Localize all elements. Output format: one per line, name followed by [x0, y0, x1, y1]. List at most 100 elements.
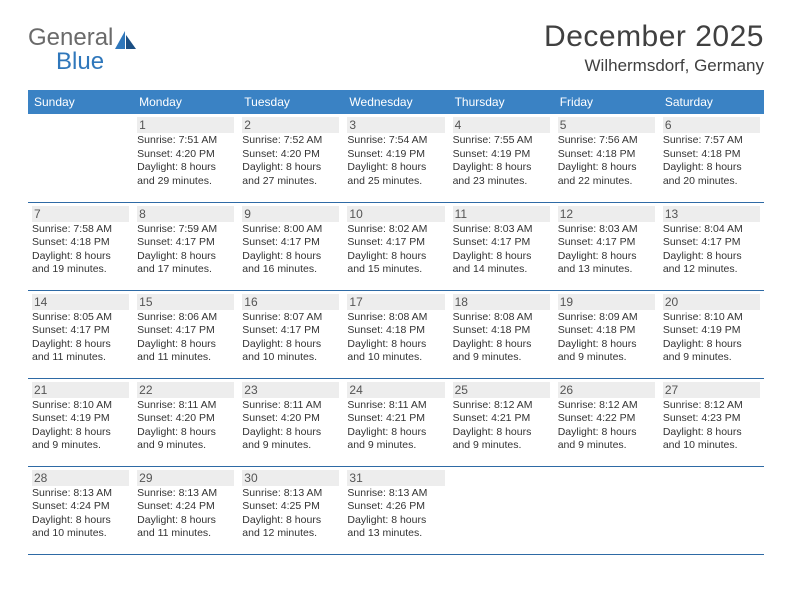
calendar-day-cell: 15Sunrise: 8:06 AMSunset: 4:17 PMDayligh… [133, 290, 238, 378]
day-number: 25 [453, 382, 550, 398]
day-number: 6 [663, 117, 760, 133]
day-number: 21 [32, 382, 129, 398]
weekday-header: Monday [133, 90, 238, 114]
day-number: 23 [242, 382, 339, 398]
calendar-day-cell: 6Sunrise: 7:57 AMSunset: 4:18 PMDaylight… [659, 114, 764, 202]
day-info: Sunrise: 8:08 AMSunset: 4:18 PMDaylight:… [453, 311, 550, 366]
day-number: 10 [347, 206, 444, 222]
day-info: Sunrise: 7:56 AMSunset: 4:18 PMDaylight:… [558, 134, 655, 189]
day-number: 28 [32, 470, 129, 486]
day-number: 7 [32, 206, 129, 222]
day-info: Sunrise: 7:58 AMSunset: 4:18 PMDaylight:… [32, 223, 129, 278]
day-number: 16 [242, 294, 339, 310]
day-info: Sunrise: 7:59 AMSunset: 4:17 PMDaylight:… [137, 223, 234, 278]
calendar-day-cell: 8Sunrise: 7:59 AMSunset: 4:17 PMDaylight… [133, 202, 238, 290]
day-info: Sunrise: 8:09 AMSunset: 4:18 PMDaylight:… [558, 311, 655, 366]
calendar-day-cell: 20Sunrise: 8:10 AMSunset: 4:19 PMDayligh… [659, 290, 764, 378]
logo-text-general: General [28, 24, 113, 51]
day-number: 3 [347, 117, 444, 133]
day-number: 8 [137, 206, 234, 222]
logo-text-blue: Blue [56, 48, 104, 75]
header: General Blue December 2025 Wilhermsdorf,… [28, 20, 764, 76]
title-block: December 2025 Wilhermsdorf, Germany [544, 20, 764, 76]
day-info: Sunrise: 8:08 AMSunset: 4:18 PMDaylight:… [347, 311, 444, 366]
day-number: 29 [137, 470, 234, 486]
weekday-header: Thursday [449, 90, 554, 114]
day-info: Sunrise: 8:13 AMSunset: 4:26 PMDaylight:… [347, 487, 444, 542]
day-info: Sunrise: 8:12 AMSunset: 4:21 PMDaylight:… [453, 399, 550, 454]
day-number: 2 [242, 117, 339, 133]
day-number: 22 [137, 382, 234, 398]
day-number: 17 [347, 294, 444, 310]
day-info: Sunrise: 7:57 AMSunset: 4:18 PMDaylight:… [663, 134, 760, 189]
day-info: Sunrise: 7:55 AMSunset: 4:19 PMDaylight:… [453, 134, 550, 189]
calendar-day-cell: 22Sunrise: 8:11 AMSunset: 4:20 PMDayligh… [133, 378, 238, 466]
calendar-day-cell: 11Sunrise: 8:03 AMSunset: 4:17 PMDayligh… [449, 202, 554, 290]
calendar-day-cell: 5Sunrise: 7:56 AMSunset: 4:18 PMDaylight… [554, 114, 659, 202]
day-info: Sunrise: 8:13 AMSunset: 4:24 PMDaylight:… [137, 487, 234, 542]
weekday-header: Wednesday [343, 90, 448, 114]
calendar-day-cell [659, 466, 764, 554]
calendar-day-cell: 16Sunrise: 8:07 AMSunset: 4:17 PMDayligh… [238, 290, 343, 378]
day-info: Sunrise: 7:51 AMSunset: 4:20 PMDaylight:… [137, 134, 234, 189]
day-number: 18 [453, 294, 550, 310]
day-number: 30 [242, 470, 339, 486]
day-info: Sunrise: 8:03 AMSunset: 4:17 PMDaylight:… [453, 223, 550, 278]
calendar-day-cell: 28Sunrise: 8:13 AMSunset: 4:24 PMDayligh… [28, 466, 133, 554]
calendar-day-cell: 10Sunrise: 8:02 AMSunset: 4:17 PMDayligh… [343, 202, 448, 290]
calendar-day-cell: 25Sunrise: 8:12 AMSunset: 4:21 PMDayligh… [449, 378, 554, 466]
day-number: 9 [242, 206, 339, 222]
calendar-day-cell: 3Sunrise: 7:54 AMSunset: 4:19 PMDaylight… [343, 114, 448, 202]
calendar-day-cell: 21Sunrise: 8:10 AMSunset: 4:19 PMDayligh… [28, 378, 133, 466]
weekday-header: Tuesday [238, 90, 343, 114]
day-info: Sunrise: 7:54 AMSunset: 4:19 PMDaylight:… [347, 134, 444, 189]
calendar-day-cell: 9Sunrise: 8:00 AMSunset: 4:17 PMDaylight… [238, 202, 343, 290]
day-info: Sunrise: 8:11 AMSunset: 4:21 PMDaylight:… [347, 399, 444, 454]
day-number: 27 [663, 382, 760, 398]
day-info: Sunrise: 8:11 AMSunset: 4:20 PMDaylight:… [137, 399, 234, 454]
calendar-week-row: 7Sunrise: 7:58 AMSunset: 4:18 PMDaylight… [28, 202, 764, 290]
calendar-day-cell: 1Sunrise: 7:51 AMSunset: 4:20 PMDaylight… [133, 114, 238, 202]
calendar-week-row: 28Sunrise: 8:13 AMSunset: 4:24 PMDayligh… [28, 466, 764, 554]
day-number: 14 [32, 294, 129, 310]
day-number: 13 [663, 206, 760, 222]
day-number: 20 [663, 294, 760, 310]
day-info: Sunrise: 8:10 AMSunset: 4:19 PMDaylight:… [32, 399, 129, 454]
day-info: Sunrise: 8:07 AMSunset: 4:17 PMDaylight:… [242, 311, 339, 366]
logo-sail-icon [115, 29, 137, 49]
day-number: 1 [137, 117, 234, 133]
day-info: Sunrise: 8:06 AMSunset: 4:17 PMDaylight:… [137, 311, 234, 366]
weekday-header-row: SundayMondayTuesdayWednesdayThursdayFrid… [28, 90, 764, 114]
day-info: Sunrise: 8:13 AMSunset: 4:25 PMDaylight:… [242, 487, 339, 542]
day-info: Sunrise: 8:11 AMSunset: 4:20 PMDaylight:… [242, 399, 339, 454]
calendar-day-cell: 14Sunrise: 8:05 AMSunset: 4:17 PMDayligh… [28, 290, 133, 378]
calendar-day-cell: 12Sunrise: 8:03 AMSunset: 4:17 PMDayligh… [554, 202, 659, 290]
calendar-day-cell: 31Sunrise: 8:13 AMSunset: 4:26 PMDayligh… [343, 466, 448, 554]
day-info: Sunrise: 8:13 AMSunset: 4:24 PMDaylight:… [32, 487, 129, 542]
day-number: 26 [558, 382, 655, 398]
calendar-day-cell [554, 466, 659, 554]
calendar-body: 1Sunrise: 7:51 AMSunset: 4:20 PMDaylight… [28, 114, 764, 554]
calendar-day-cell: 7Sunrise: 7:58 AMSunset: 4:18 PMDaylight… [28, 202, 133, 290]
logo: General Blue [28, 26, 137, 74]
day-info: Sunrise: 8:12 AMSunset: 4:23 PMDaylight:… [663, 399, 760, 454]
day-info: Sunrise: 8:00 AMSunset: 4:17 PMDaylight:… [242, 223, 339, 278]
calendar-day-cell: 13Sunrise: 8:04 AMSunset: 4:17 PMDayligh… [659, 202, 764, 290]
calendar-day-cell: 29Sunrise: 8:13 AMSunset: 4:24 PMDayligh… [133, 466, 238, 554]
weekday-header: Friday [554, 90, 659, 114]
day-number: 5 [558, 117, 655, 133]
calendar-day-cell [28, 114, 133, 202]
calendar-day-cell: 4Sunrise: 7:55 AMSunset: 4:19 PMDaylight… [449, 114, 554, 202]
day-number: 19 [558, 294, 655, 310]
day-number: 11 [453, 206, 550, 222]
day-number: 4 [453, 117, 550, 133]
day-info: Sunrise: 8:03 AMSunset: 4:17 PMDaylight:… [558, 223, 655, 278]
day-number: 24 [347, 382, 444, 398]
day-info: Sunrise: 8:10 AMSunset: 4:19 PMDaylight:… [663, 311, 760, 366]
calendar-day-cell: 24Sunrise: 8:11 AMSunset: 4:21 PMDayligh… [343, 378, 448, 466]
day-number: 31 [347, 470, 444, 486]
day-info: Sunrise: 8:04 AMSunset: 4:17 PMDaylight:… [663, 223, 760, 278]
calendar-day-cell: 17Sunrise: 8:08 AMSunset: 4:18 PMDayligh… [343, 290, 448, 378]
calendar-day-cell: 30Sunrise: 8:13 AMSunset: 4:25 PMDayligh… [238, 466, 343, 554]
day-number: 15 [137, 294, 234, 310]
